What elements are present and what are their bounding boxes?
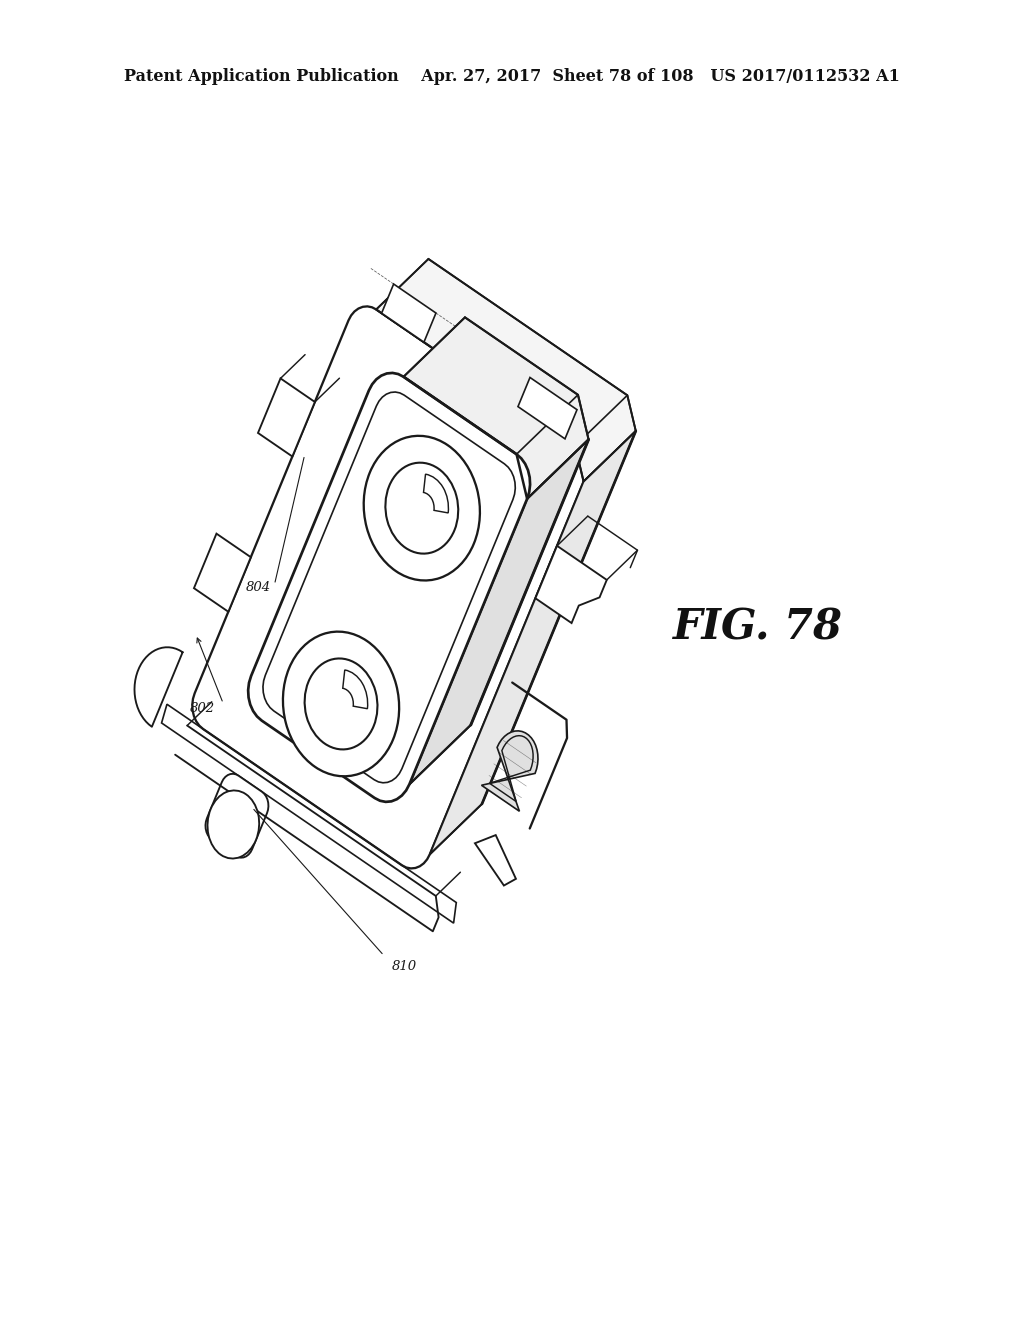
Polygon shape [263,392,515,783]
Polygon shape [258,379,314,457]
Text: FIG. 78: FIG. 78 [673,606,843,648]
Ellipse shape [304,659,378,750]
Text: 802: 802 [189,702,215,715]
Polygon shape [536,545,607,623]
Polygon shape [194,533,251,611]
Polygon shape [248,374,530,801]
Polygon shape [481,731,538,812]
Polygon shape [376,259,636,482]
Polygon shape [403,317,589,499]
Polygon shape [382,284,436,342]
Ellipse shape [364,436,480,581]
Wedge shape [343,671,368,709]
Ellipse shape [385,463,458,553]
Polygon shape [162,705,457,923]
Text: Patent Application Publication    Apr. 27, 2017  Sheet 78 of 108   US 2017/01125: Patent Application Publication Apr. 27, … [124,69,900,84]
Polygon shape [410,440,589,784]
Ellipse shape [283,632,399,776]
Polygon shape [518,378,577,438]
Text: 804: 804 [246,581,271,594]
Polygon shape [206,774,268,858]
Polygon shape [430,432,636,854]
Polygon shape [475,836,516,886]
Ellipse shape [208,791,259,858]
Text: 810: 810 [392,960,417,973]
Wedge shape [424,474,449,513]
